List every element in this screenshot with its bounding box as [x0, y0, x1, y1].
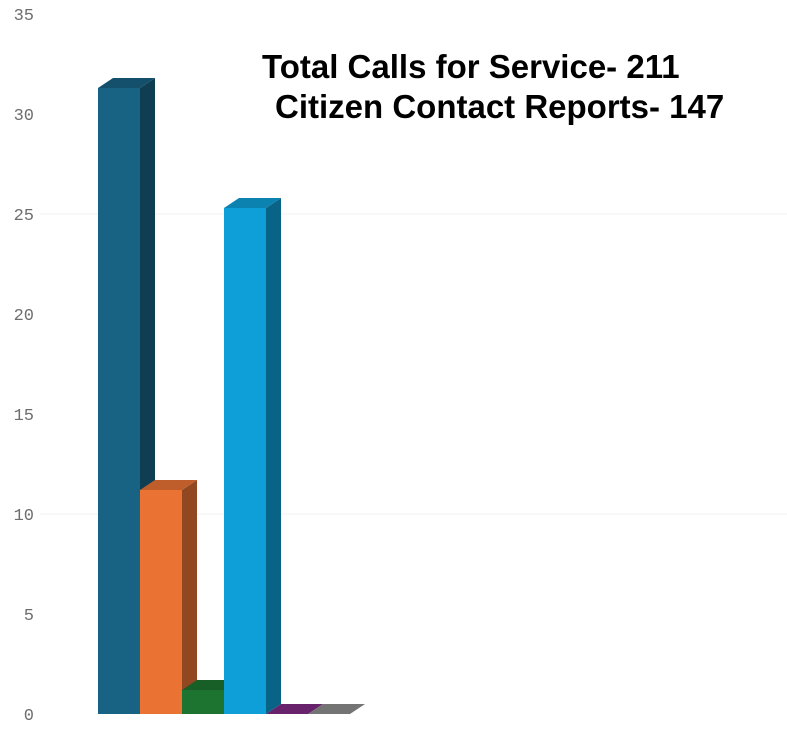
bar-top [140, 480, 197, 490]
bars [98, 78, 365, 714]
bar [308, 704, 365, 714]
bar-front [224, 208, 266, 714]
bar-top [266, 704, 323, 714]
bar [140, 480, 197, 714]
bar-front [98, 88, 140, 714]
bar-front [182, 690, 224, 714]
bar-side [182, 480, 197, 714]
bar-top [224, 198, 281, 208]
y-tick-label: 5 [24, 607, 34, 626]
y-tick-label: 15 [14, 407, 34, 426]
y-tick-label: 20 [14, 307, 34, 326]
annotation-line-1: Total Calls for Service- 211 [262, 48, 680, 85]
bar-side [266, 198, 281, 714]
bar-top [308, 704, 365, 714]
y-tick-label: 10 [14, 507, 34, 526]
bar [266, 704, 323, 714]
chart-annotation: Total Calls for Service- 211 Citizen Con… [262, 48, 724, 125]
y-tick-label: 30 [14, 107, 34, 126]
y-tick-label: 0 [24, 707, 34, 726]
annotation-line-2: Citizen Contact Reports- 147 [275, 88, 724, 125]
y-axis: 0 5 10 15 20 25 30 35 [14, 7, 34, 726]
bar-front [140, 490, 182, 714]
bar [224, 198, 281, 714]
y-tick-label: 35 [14, 7, 34, 26]
y-tick-label: 25 [14, 207, 34, 226]
bar-top [98, 78, 155, 88]
